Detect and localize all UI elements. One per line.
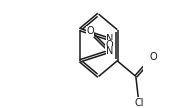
- Text: N: N: [106, 34, 113, 44]
- Text: O: O: [86, 26, 94, 36]
- Text: Cl: Cl: [134, 98, 144, 108]
- Text: N: N: [106, 46, 113, 56]
- Text: O: O: [149, 52, 157, 62]
- Text: O: O: [106, 40, 113, 50]
